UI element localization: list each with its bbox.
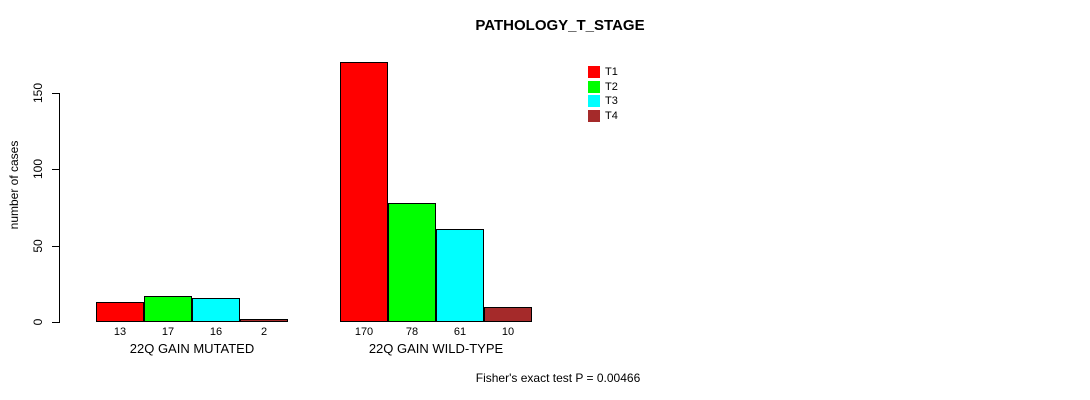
y-tick-mark xyxy=(52,245,59,247)
bar-value-label: 10 xyxy=(501,326,515,338)
bar-t1-group1 xyxy=(96,302,144,322)
bar-value-label: 78 xyxy=(405,326,419,338)
legend-label-t4: T4 xyxy=(605,109,618,122)
bar-value-label: 170 xyxy=(354,326,374,338)
bar-value-label: 17 xyxy=(161,326,175,338)
bar-value-label: 61 xyxy=(453,326,467,338)
category-label: 22Q GAIN WILD-TYPE xyxy=(368,341,504,356)
bar-t3-group1 xyxy=(192,298,240,322)
y-tick-label: 50 xyxy=(31,238,45,253)
y-axis-line xyxy=(59,93,60,323)
bar-t4-group2 xyxy=(484,307,532,322)
bar-value-label: 16 xyxy=(209,326,223,338)
bar-value-label: 2 xyxy=(260,326,268,338)
y-tick-label: 0 xyxy=(31,318,45,326)
bar-t3-group2 xyxy=(436,229,484,322)
bar-t1-group2 xyxy=(340,62,388,322)
y-tick-mark xyxy=(52,169,59,171)
y-tick-mark xyxy=(52,93,59,94)
legend-swatch-t3 xyxy=(588,95,600,107)
chart-title: PATHOLOGY_T_STAGE xyxy=(475,17,645,34)
stat-annotation: Fisher's exact test P = 0.00466 xyxy=(475,371,641,385)
y-axis-label: number of cases xyxy=(7,140,21,230)
y-tick-label: 150 xyxy=(31,82,45,104)
bar-t2-group1 xyxy=(144,296,192,322)
category-label: 22Q GAIN MUTATED xyxy=(129,341,255,356)
bar-value-label: 13 xyxy=(113,326,127,338)
y-tick-label: 100 xyxy=(31,159,45,180)
legend-swatch-t1 xyxy=(588,66,600,78)
y-tick-mark xyxy=(52,322,59,323)
bar-t2-group2 xyxy=(388,203,436,322)
legend-label-t1: T1 xyxy=(605,66,618,78)
legend-swatch-t2 xyxy=(588,80,600,93)
legend-swatch-t4 xyxy=(588,109,600,122)
legend-label-t3: T3 xyxy=(605,95,618,107)
bar-t4-group1 xyxy=(240,319,288,322)
legend-label-t2: T2 xyxy=(605,80,618,93)
